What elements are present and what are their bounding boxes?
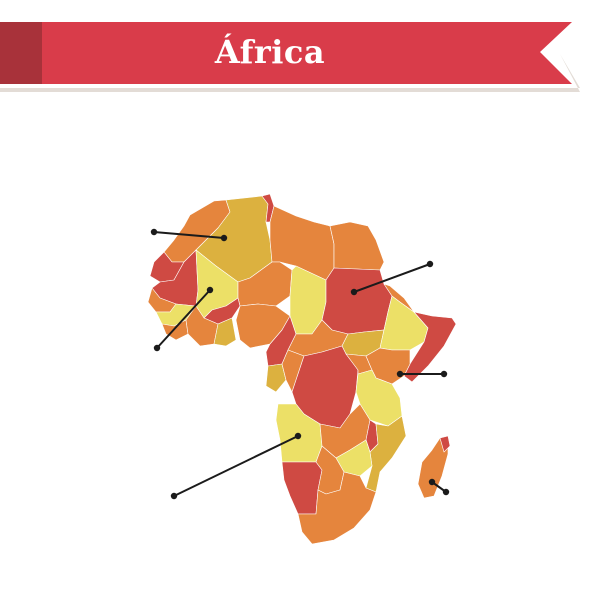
pin-end-dot [170, 492, 178, 500]
pin-end-dot [442, 488, 450, 496]
region-namibia [281, 461, 323, 515]
pin-anchor-dot [396, 370, 404, 378]
pin-anchor-dot [350, 288, 358, 296]
region-sudan [321, 267, 393, 335]
map-pins [150, 228, 450, 500]
banner-left-block [0, 22, 42, 84]
pin-leader-line [156, 289, 211, 349]
pin-leader-line [153, 231, 225, 239]
pin-sudan [350, 260, 434, 296]
page-title: África [214, 33, 326, 71]
pin-anchor-dot [294, 432, 302, 440]
region-somalia [403, 311, 457, 383]
pin-leader-line [353, 263, 431, 293]
pin-end-dot [153, 344, 161, 352]
africa-map [147, 193, 457, 545]
region-south-africa [297, 471, 377, 545]
pin-leader-line [173, 435, 299, 497]
region-mozambique [365, 415, 407, 493]
pin-end-dot [426, 260, 434, 268]
title-banner [0, 22, 580, 92]
region-gabon [265, 363, 287, 393]
region-egypt [329, 221, 385, 271]
region-madagascar-north [439, 435, 451, 453]
pin-angola-zambia [170, 432, 302, 500]
pin-madagascar [428, 478, 450, 496]
pin-end-dot [440, 370, 448, 378]
pin-west-africa [153, 286, 214, 352]
pin-anchor-dot [220, 234, 228, 242]
banner-ribbon [42, 22, 572, 84]
pin-anchor-dot [428, 478, 436, 486]
pin-end-dot [150, 228, 158, 236]
banner-shadow [0, 54, 580, 92]
region-eritrea [383, 283, 415, 313]
pin-horn-of-africa [396, 370, 448, 378]
region-ghana [213, 317, 237, 347]
pin-anchor-dot [206, 286, 214, 294]
pin-mauritania [150, 228, 228, 242]
